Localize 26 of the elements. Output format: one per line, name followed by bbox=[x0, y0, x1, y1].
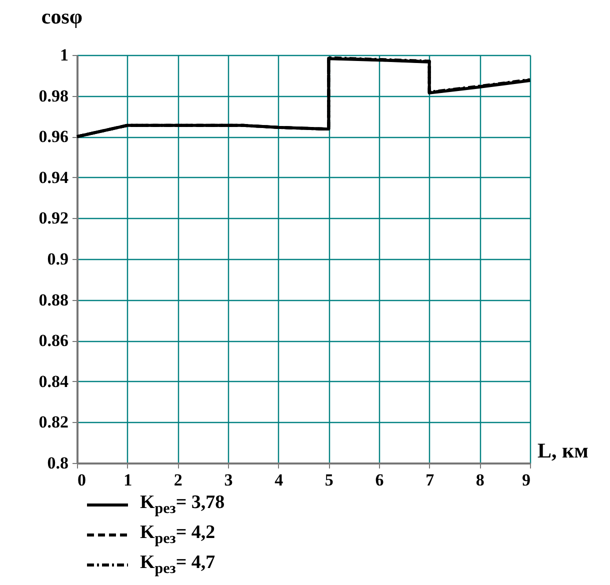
x-tick-label: 7 bbox=[426, 470, 435, 490]
x-tick-label: 8 bbox=[476, 470, 484, 490]
x-tick-label: 0 bbox=[78, 470, 86, 490]
x-axis-title: L, км bbox=[538, 438, 588, 462]
y-tick-label: 0.86 bbox=[38, 331, 68, 350]
y-tick-label: 0.94 bbox=[38, 168, 69, 187]
x-tick-label: 9 bbox=[522, 470, 530, 490]
y-tick-label: 0.96 bbox=[38, 127, 68, 146]
x-tick-label: 3 bbox=[224, 470, 233, 490]
x-tick-label: 6 bbox=[375, 470, 384, 490]
y-tick-label: 0.88 bbox=[38, 290, 68, 310]
y-tick-label: 0.84 bbox=[38, 372, 69, 391]
legend-label: K$_{рез}$= 3,78 bbox=[140, 492, 225, 518]
y-tick-label: 0.9 bbox=[47, 250, 68, 268]
x-tick-label: 4 bbox=[274, 470, 284, 490]
y-tick-label: 1 bbox=[60, 46, 68, 64]
x-tick-label: 1 bbox=[124, 470, 132, 490]
y-tick-label: 0.8 bbox=[47, 454, 68, 472]
legend-label: K$_{рез}$= 4,2 bbox=[140, 522, 216, 548]
legend-label: K$_{рез}$= 4,7 bbox=[140, 552, 216, 578]
y-axis-title: cosφ bbox=[41, 4, 82, 28]
y-tick-label: 0.92 bbox=[38, 208, 68, 228]
x-tick-label: 5 bbox=[324, 470, 334, 490]
x-tick-label: 2 bbox=[174, 470, 182, 490]
y-tick-label: 0.82 bbox=[38, 412, 68, 432]
y-tick-label: 0.98 bbox=[38, 86, 68, 106]
